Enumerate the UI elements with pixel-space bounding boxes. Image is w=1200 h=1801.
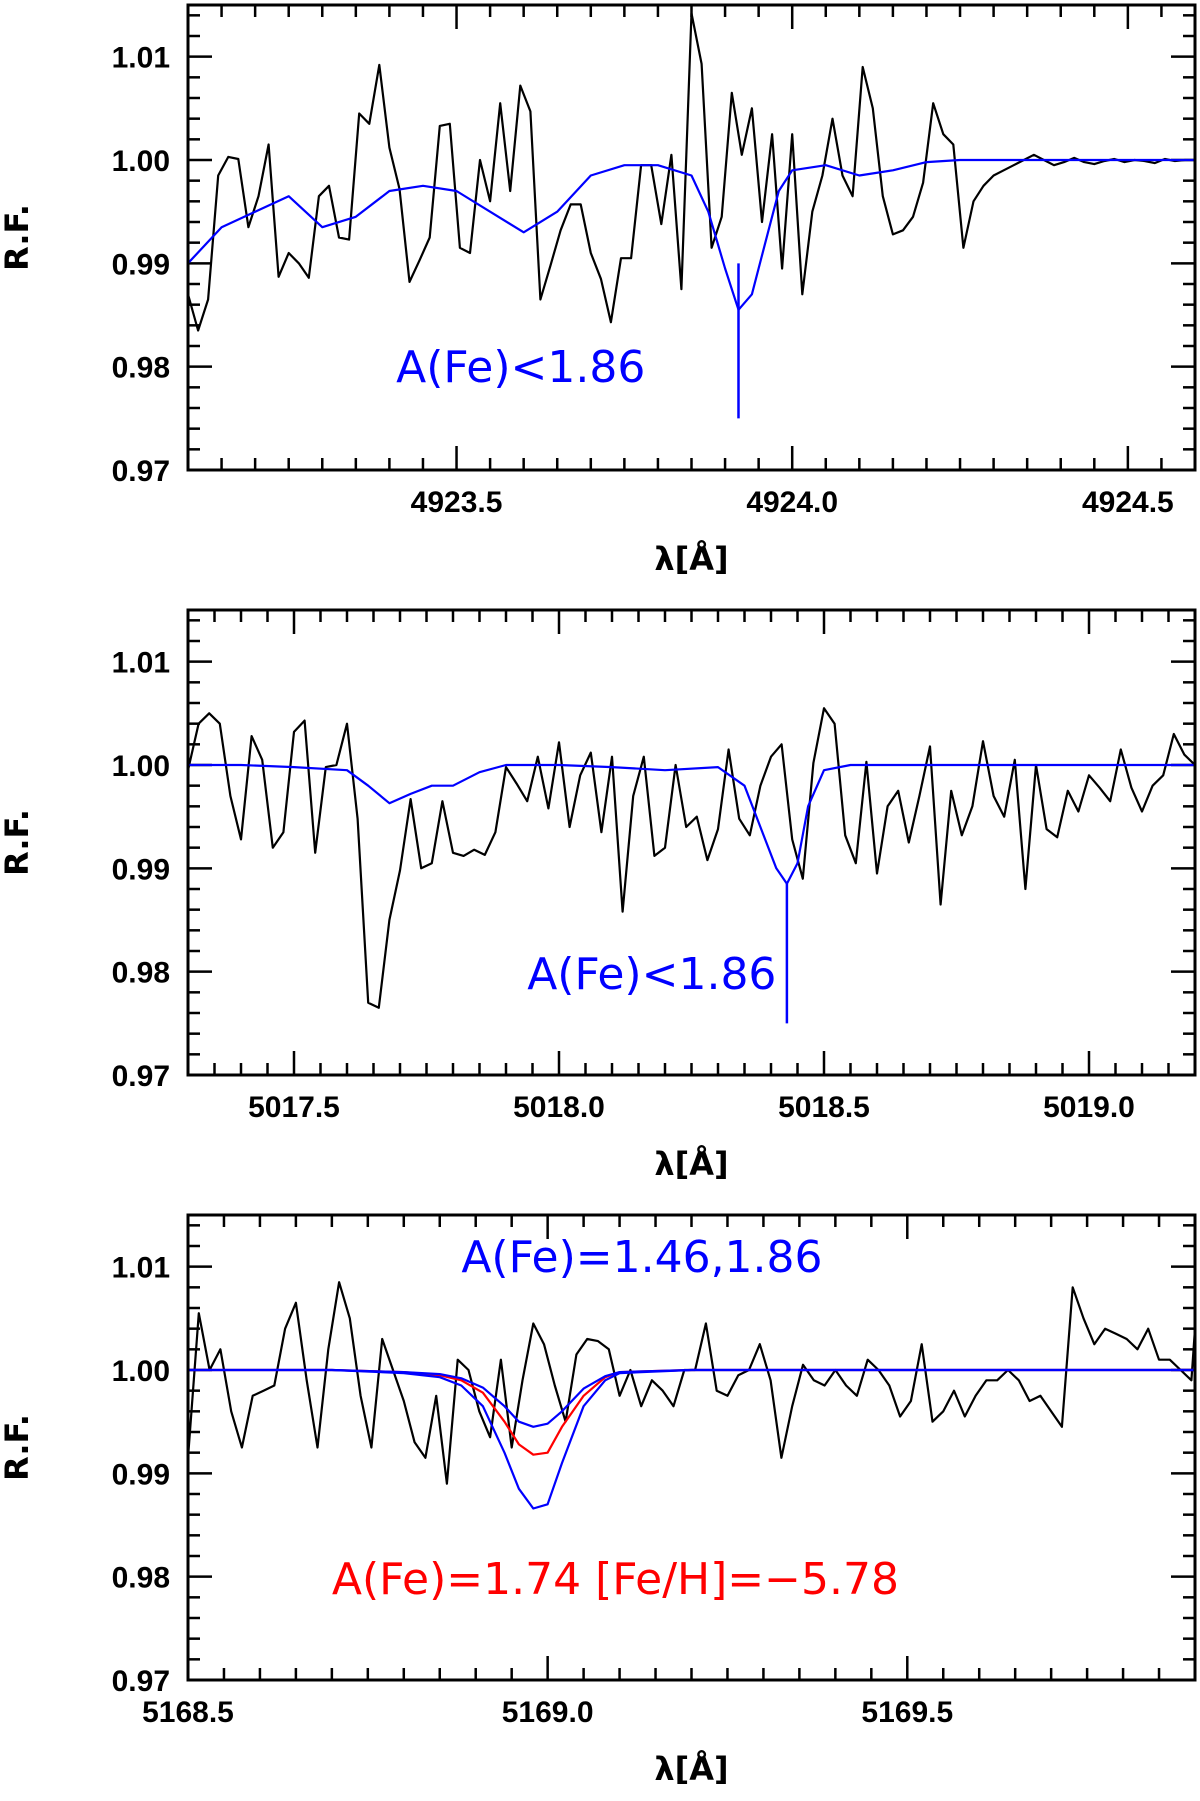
y-tick-label: 0.97 — [112, 1060, 170, 1093]
y-tick-label: 0.97 — [112, 1665, 170, 1698]
x-tick-label: 4924.5 — [1082, 486, 1174, 519]
y-tick-label: 1.00 — [112, 750, 170, 783]
series-line-1 — [188, 1281, 1195, 1485]
y-tick-label: 0.97 — [112, 455, 170, 488]
series-line-2 — [188, 763, 1195, 885]
series-line-1 — [188, 707, 1195, 1009]
y-tick-label: 0.99 — [112, 1458, 170, 1491]
x-tick-label: 5018.5 — [778, 1091, 870, 1124]
x-tick-label: 5169.5 — [861, 1696, 953, 1729]
annotation-label-1: A(Fe)=1.46,1.86 — [461, 1232, 822, 1283]
series-group — [188, 12, 1195, 332]
y-tick-label: 0.98 — [112, 957, 170, 990]
series-group — [188, 707, 1195, 1009]
x-tick-label: 5169.0 — [502, 1696, 594, 1729]
y-axis-title: R.F. — [0, 204, 36, 271]
y-tick-label: 0.98 — [112, 352, 170, 385]
x-axis-title: λ[Å] — [654, 1750, 728, 1788]
y-tick-label: 1.01 — [112, 42, 170, 75]
annotation-label-1: A(Fe)<1.86 — [527, 949, 776, 1000]
plot-frame — [186, 1213, 1197, 1682]
plot-frame — [186, 3, 1197, 472]
annotation-label-1: A(Fe)<1.86 — [396, 342, 645, 393]
chart-panel-1: 4923.5 4924.0 4924.5 0.97 0.98 0.99 1.00 1.01 λ[… — [0, 3, 1197, 578]
series-line-4 — [188, 1368, 1195, 1510]
x-tick-label: 4923.5 — [411, 486, 503, 519]
x-axis-title: λ[Å] — [654, 1145, 728, 1183]
y-tick-label: 1.01 — [112, 1252, 170, 1285]
y-axis-title: R.F. — [0, 1414, 36, 1481]
x-tick-label: 5168.5 — [142, 1696, 234, 1729]
y-tick-label: 1.01 — [112, 647, 170, 680]
y-tick-label: 0.99 — [112, 853, 170, 886]
series-line-2 — [188, 158, 1195, 311]
chart-panel-2: 5017.5 5018.0 5018.5 5019.0 0.97 0.98 0.99 1.00… — [0, 608, 1197, 1183]
y-tick-label: 0.98 — [112, 1562, 170, 1595]
series-group — [188, 1281, 1195, 1510]
x-tick-label: 4924.0 — [746, 486, 838, 519]
x-tick-label: 5019.0 — [1043, 1091, 1135, 1124]
y-tick-label: 1.00 — [112, 1355, 170, 1388]
x-tick-label: 5017.5 — [248, 1091, 340, 1124]
y-tick-label: 1.00 — [112, 145, 170, 178]
annotation-label-2: A(Fe)=1.74 [Fe/H]=−5.78 — [332, 1554, 899, 1605]
chart-panel-3: 5168.5 5169.0 5169.5 0.97 0.98 0.99 1.00 1.01 λ[… — [0, 1213, 1197, 1788]
x-axis-title: λ[Å] — [654, 540, 728, 578]
y-axis-title: R.F. — [0, 809, 36, 876]
series-line-1 — [188, 12, 1195, 332]
x-tick-label: 5018.0 — [513, 1091, 605, 1124]
series-line-2 — [188, 1368, 1195, 1456]
y-tick-label: 0.99 — [112, 248, 170, 281]
plot-frame — [186, 608, 1197, 1077]
series-line-3 — [188, 1368, 1195, 1428]
